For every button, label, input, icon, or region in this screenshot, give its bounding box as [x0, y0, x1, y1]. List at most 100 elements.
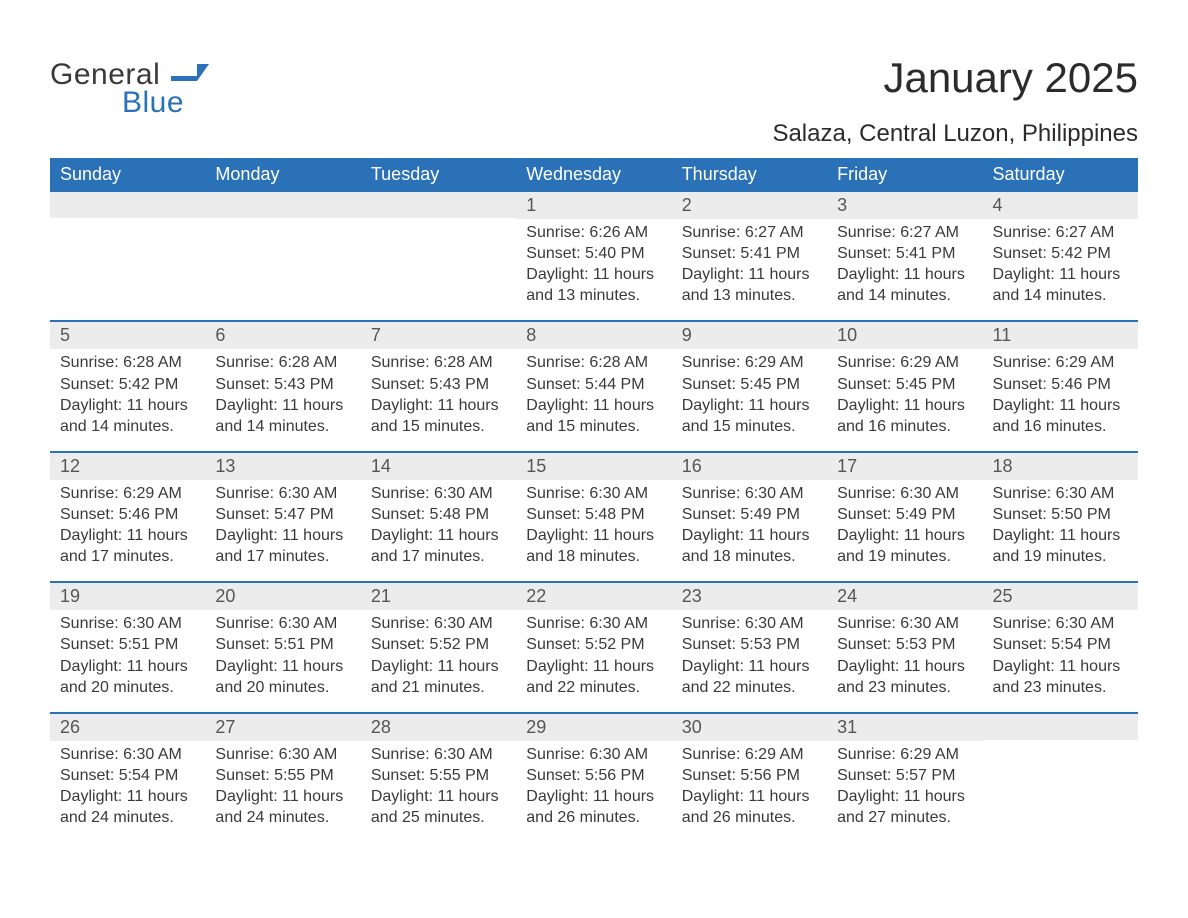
day-body: Sunrise: 6:30 AMSunset: 5:54 PMDaylight:…: [983, 610, 1138, 697]
week-row: 1Sunrise: 6:26 AMSunset: 5:40 PMDaylight…: [50, 192, 1138, 320]
daylight-text: Daylight: 11 hours and 20 minutes.: [60, 656, 195, 698]
sunrise-text: Sunrise: 6:30 AM: [682, 613, 817, 634]
day-number: 6: [205, 322, 360, 349]
week-row: 19Sunrise: 6:30 AMSunset: 5:51 PMDayligh…: [50, 581, 1138, 711]
daylight-text: Daylight: 11 hours and 26 minutes.: [682, 786, 817, 828]
sunset-text: Sunset: 5:51 PM: [60, 634, 195, 655]
sunrise-text: Sunrise: 6:30 AM: [371, 483, 506, 504]
logo-flag-icon: [171, 58, 209, 92]
sunset-text: Sunset: 5:47 PM: [215, 504, 350, 525]
day-number: 3: [827, 192, 982, 219]
sunset-text: Sunset: 5:52 PM: [371, 634, 506, 655]
sunset-text: Sunset: 5:42 PM: [60, 374, 195, 395]
day-number: 2: [672, 192, 827, 219]
daylight-text: Daylight: 11 hours and 15 minutes.: [682, 395, 817, 437]
daylight-text: Daylight: 11 hours and 19 minutes.: [837, 525, 972, 567]
week-row: 26Sunrise: 6:30 AMSunset: 5:54 PMDayligh…: [50, 712, 1138, 842]
daylight-text: Daylight: 11 hours and 24 minutes.: [215, 786, 350, 828]
day-number: 5: [50, 322, 205, 349]
dow-wednesday: Wednesday: [516, 158, 671, 192]
day-body: Sunrise: 6:29 AMSunset: 5:45 PMDaylight:…: [672, 349, 827, 436]
sunset-text: Sunset: 5:45 PM: [837, 374, 972, 395]
calendar-day: 12Sunrise: 6:29 AMSunset: 5:46 PMDayligh…: [50, 453, 205, 581]
logo: General Blue: [50, 58, 209, 120]
sunrise-text: Sunrise: 6:29 AM: [837, 744, 972, 765]
sunrise-text: Sunrise: 6:30 AM: [215, 483, 350, 504]
daylight-text: Daylight: 11 hours and 13 minutes.: [526, 264, 661, 306]
sunrise-text: Sunrise: 6:30 AM: [371, 613, 506, 634]
week-row: 12Sunrise: 6:29 AMSunset: 5:46 PMDayligh…: [50, 451, 1138, 581]
days-of-week-header: Sunday Monday Tuesday Wednesday Thursday…: [50, 158, 1138, 192]
sunset-text: Sunset: 5:46 PM: [60, 504, 195, 525]
daylight-text: Daylight: 11 hours and 17 minutes.: [60, 525, 195, 567]
day-number: 25: [983, 583, 1138, 610]
page-root: General Blue January 2025 Salaza, Centra…: [0, 0, 1188, 918]
calendar-day: [50, 192, 205, 320]
sunset-text: Sunset: 5:41 PM: [682, 243, 817, 264]
daylight-text: Daylight: 11 hours and 22 minutes.: [526, 656, 661, 698]
day-number: 31: [827, 714, 982, 741]
sunrise-text: Sunrise: 6:30 AM: [993, 613, 1128, 634]
sunset-text: Sunset: 5:53 PM: [682, 634, 817, 655]
daylight-text: Daylight: 11 hours and 20 minutes.: [215, 656, 350, 698]
sunset-text: Sunset: 5:46 PM: [993, 374, 1128, 395]
sunset-text: Sunset: 5:56 PM: [526, 765, 661, 786]
day-body: Sunrise: 6:30 AMSunset: 5:48 PMDaylight:…: [361, 480, 516, 567]
sunrise-text: Sunrise: 6:30 AM: [837, 483, 972, 504]
calendar-day: 21Sunrise: 6:30 AMSunset: 5:52 PMDayligh…: [361, 583, 516, 711]
calendar-day: 22Sunrise: 6:30 AMSunset: 5:52 PMDayligh…: [516, 583, 671, 711]
calendar-day: 28Sunrise: 6:30 AMSunset: 5:55 PMDayligh…: [361, 714, 516, 842]
calendar-day: 14Sunrise: 6:30 AMSunset: 5:48 PMDayligh…: [361, 453, 516, 581]
calendar-day: 23Sunrise: 6:30 AMSunset: 5:53 PMDayligh…: [672, 583, 827, 711]
day-body: Sunrise: 6:29 AMSunset: 5:45 PMDaylight:…: [827, 349, 982, 436]
sunset-text: Sunset: 5:43 PM: [371, 374, 506, 395]
day-body: Sunrise: 6:30 AMSunset: 5:51 PMDaylight:…: [205, 610, 360, 697]
day-body: Sunrise: 6:28 AMSunset: 5:44 PMDaylight:…: [516, 349, 671, 436]
sunset-text: Sunset: 5:45 PM: [682, 374, 817, 395]
sunrise-text: Sunrise: 6:30 AM: [682, 483, 817, 504]
day-number: 16: [672, 453, 827, 480]
sunrise-text: Sunrise: 6:29 AM: [682, 352, 817, 373]
sunset-text: Sunset: 5:50 PM: [993, 504, 1128, 525]
sunrise-text: Sunrise: 6:30 AM: [215, 744, 350, 765]
sunset-text: Sunset: 5:53 PM: [837, 634, 972, 655]
calendar-day: 18Sunrise: 6:30 AMSunset: 5:50 PMDayligh…: [983, 453, 1138, 581]
calendar-day: 29Sunrise: 6:30 AMSunset: 5:56 PMDayligh…: [516, 714, 671, 842]
day-number: 4: [983, 192, 1138, 219]
daylight-text: Daylight: 11 hours and 24 minutes.: [60, 786, 195, 828]
header: General Blue January 2025 Salaza, Centra…: [50, 48, 1138, 158]
dow-sunday: Sunday: [50, 158, 205, 192]
sunrise-text: Sunrise: 6:29 AM: [682, 744, 817, 765]
sunrise-text: Sunrise: 6:29 AM: [60, 483, 195, 504]
sunrise-text: Sunrise: 6:27 AM: [682, 222, 817, 243]
day-number: 21: [361, 583, 516, 610]
daylight-text: Daylight: 11 hours and 23 minutes.: [837, 656, 972, 698]
day-number: 10: [827, 322, 982, 349]
calendar-day: 26Sunrise: 6:30 AMSunset: 5:54 PMDayligh…: [50, 714, 205, 842]
calendar-day: 6Sunrise: 6:28 AMSunset: 5:43 PMDaylight…: [205, 322, 360, 450]
sunrise-text: Sunrise: 6:28 AM: [60, 352, 195, 373]
calendar-day: [205, 192, 360, 320]
calendar-day: 25Sunrise: 6:30 AMSunset: 5:54 PMDayligh…: [983, 583, 1138, 711]
day-body: Sunrise: 6:30 AMSunset: 5:52 PMDaylight:…: [361, 610, 516, 697]
sunrise-text: Sunrise: 6:26 AM: [526, 222, 661, 243]
sunset-text: Sunset: 5:42 PM: [993, 243, 1128, 264]
day-number: [205, 192, 360, 218]
calendar-day: 4Sunrise: 6:27 AMSunset: 5:42 PMDaylight…: [983, 192, 1138, 320]
dow-monday: Monday: [205, 158, 360, 192]
sunset-text: Sunset: 5:41 PM: [837, 243, 972, 264]
day-body: Sunrise: 6:29 AMSunset: 5:46 PMDaylight:…: [983, 349, 1138, 436]
day-body: Sunrise: 6:30 AMSunset: 5:56 PMDaylight:…: [516, 741, 671, 828]
day-body: Sunrise: 6:28 AMSunset: 5:43 PMDaylight:…: [205, 349, 360, 436]
sunrise-text: Sunrise: 6:30 AM: [993, 483, 1128, 504]
weeks-container: 1Sunrise: 6:26 AMSunset: 5:40 PMDaylight…: [50, 192, 1138, 842]
calendar-day: 30Sunrise: 6:29 AMSunset: 5:56 PMDayligh…: [672, 714, 827, 842]
daylight-text: Daylight: 11 hours and 22 minutes.: [682, 656, 817, 698]
day-number: 11: [983, 322, 1138, 349]
calendar-day: 9Sunrise: 6:29 AMSunset: 5:45 PMDaylight…: [672, 322, 827, 450]
daylight-text: Daylight: 11 hours and 14 minutes.: [60, 395, 195, 437]
day-number: 8: [516, 322, 671, 349]
daylight-text: Daylight: 11 hours and 27 minutes.: [837, 786, 972, 828]
daylight-text: Daylight: 11 hours and 18 minutes.: [526, 525, 661, 567]
day-body: Sunrise: 6:30 AMSunset: 5:54 PMDaylight:…: [50, 741, 205, 828]
